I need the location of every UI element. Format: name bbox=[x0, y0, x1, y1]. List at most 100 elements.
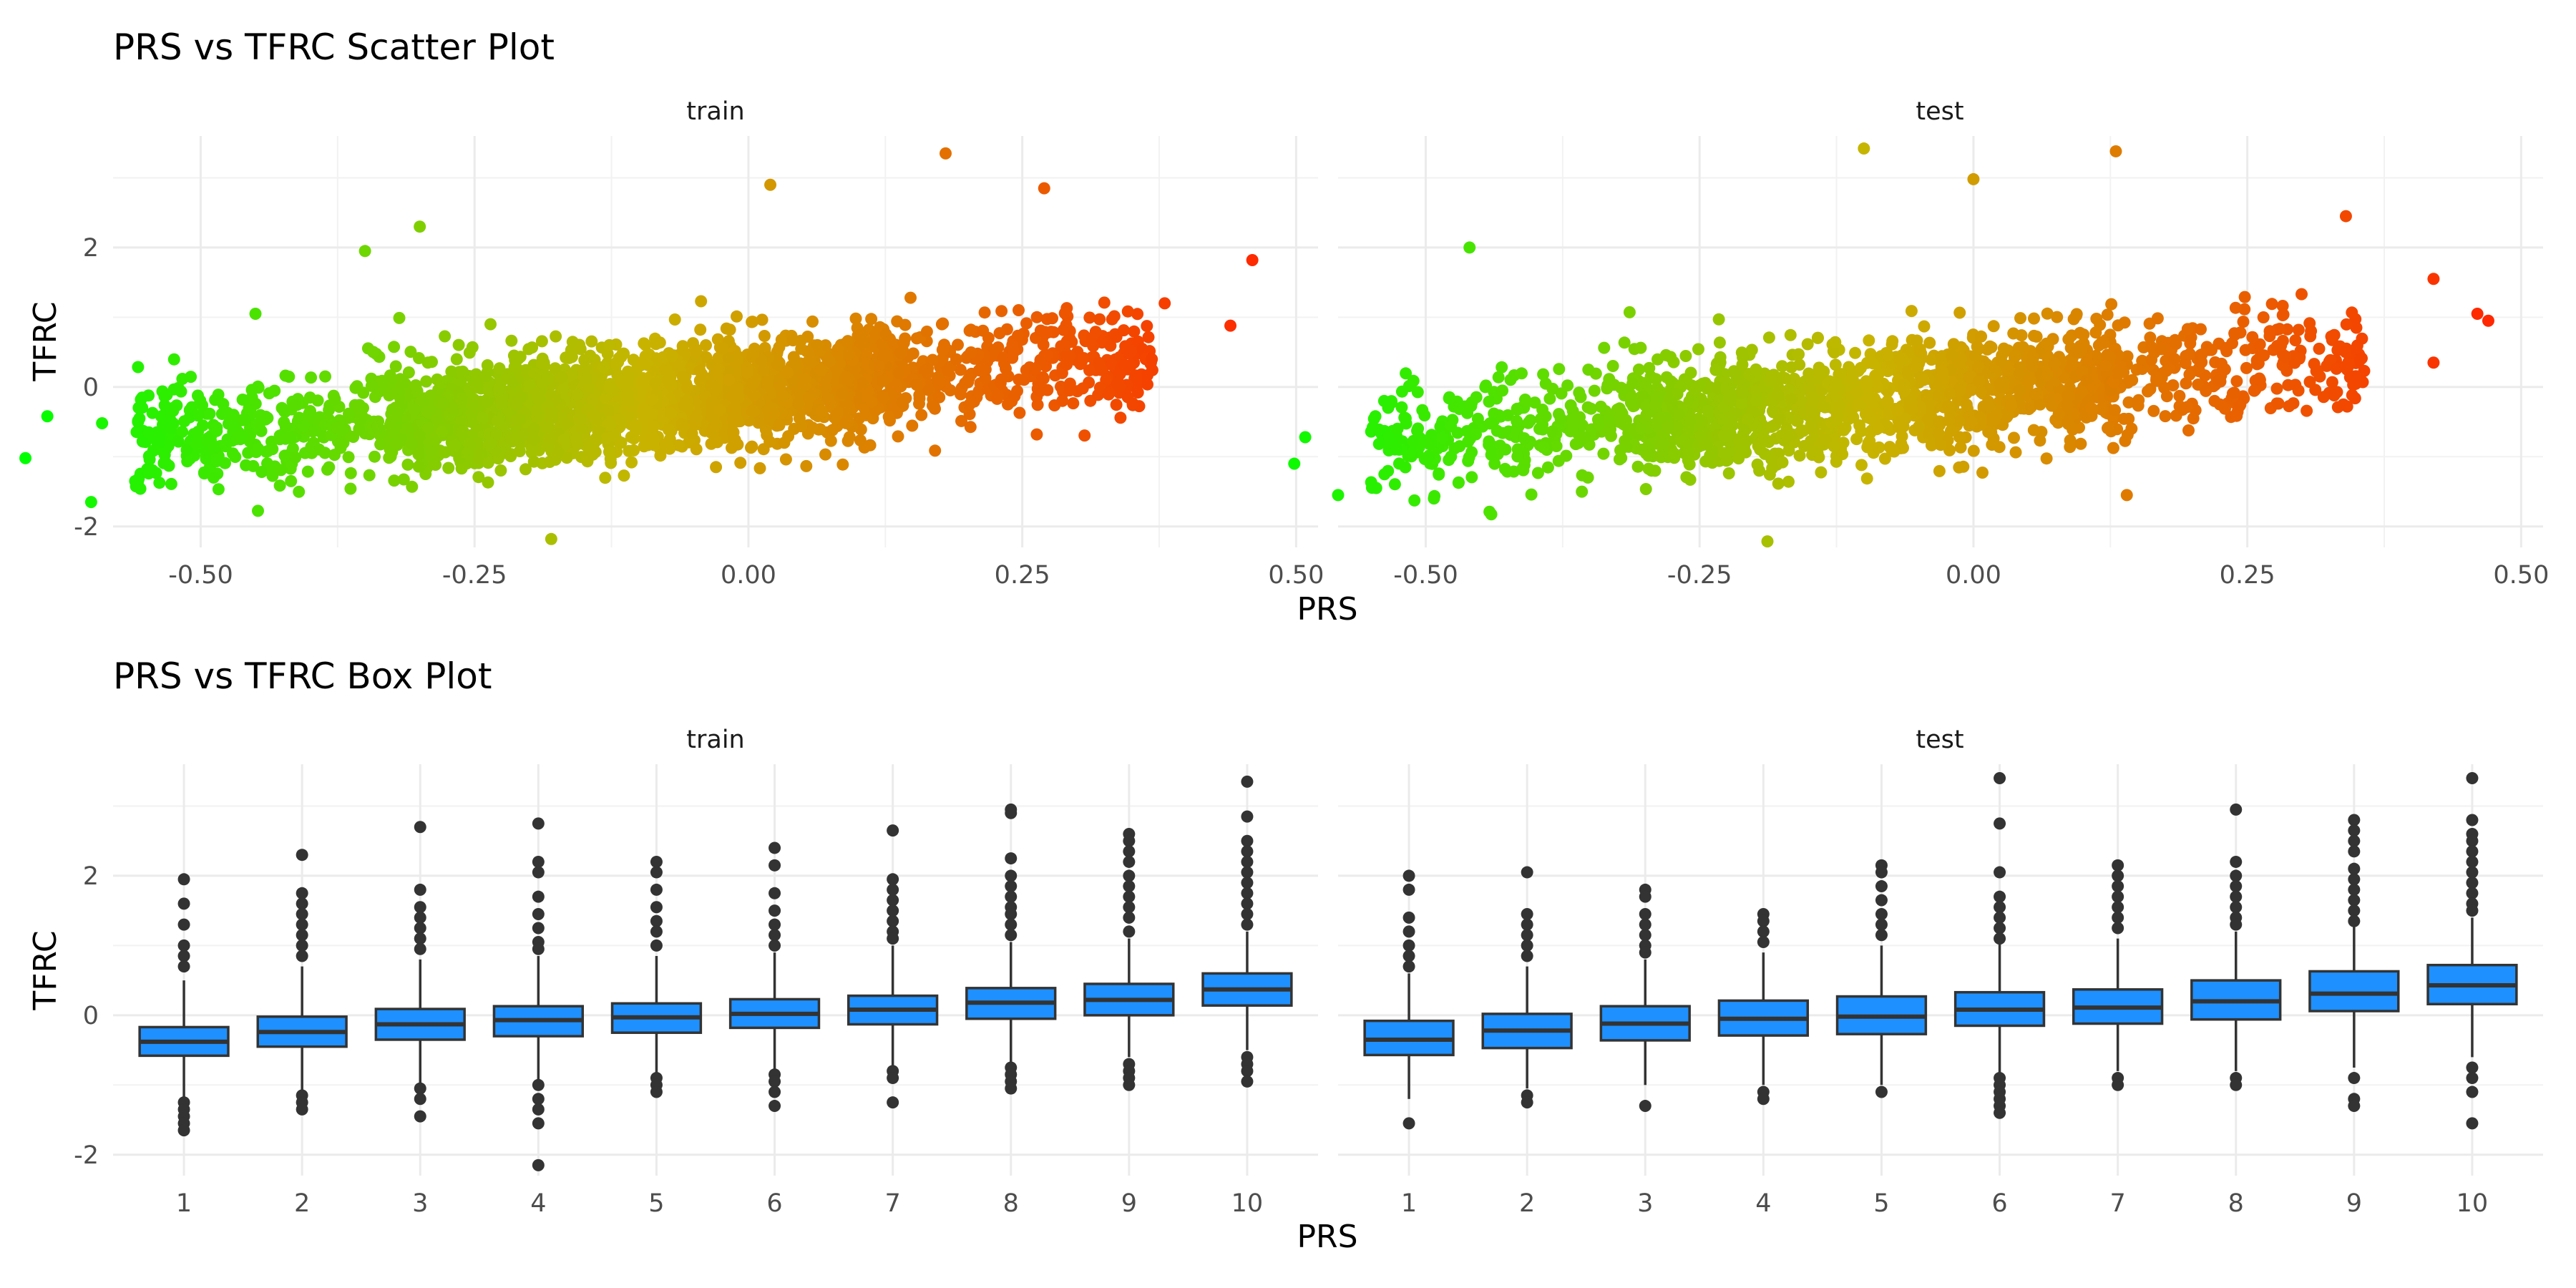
scatter-point bbox=[1141, 378, 1153, 391]
scatter-point bbox=[506, 376, 519, 389]
scatter-point bbox=[1649, 373, 1662, 386]
scatter-point bbox=[1224, 319, 1237, 332]
scatter-point bbox=[795, 420, 808, 433]
box-outlier bbox=[2466, 1061, 2479, 1074]
scatter-point bbox=[792, 397, 805, 410]
scatter-point bbox=[1819, 434, 1832, 447]
scatter-point bbox=[922, 362, 935, 375]
scatter-point bbox=[236, 394, 249, 406]
scatter-point bbox=[412, 448, 425, 461]
scatter-point bbox=[482, 457, 494, 469]
scatter-point bbox=[1083, 311, 1096, 324]
scatter-point bbox=[706, 395, 718, 408]
scatter-point bbox=[249, 308, 262, 321]
scatter-point bbox=[955, 414, 967, 427]
scatter-point bbox=[1011, 384, 1023, 397]
scatter-point bbox=[513, 445, 526, 457]
scatter-point bbox=[1782, 444, 1795, 457]
scatter-point bbox=[386, 376, 398, 389]
scatter-point bbox=[840, 398, 853, 411]
scatter-point bbox=[1933, 389, 1945, 402]
box-outlier bbox=[532, 908, 545, 921]
scatter-point bbox=[609, 429, 622, 441]
scatter-point bbox=[1828, 381, 1841, 394]
box-y-axis-title: TFRC bbox=[27, 930, 64, 1010]
scatter-point bbox=[2077, 328, 2090, 341]
box-outlier bbox=[887, 1072, 899, 1085]
scatter-point bbox=[2007, 327, 2020, 340]
scatter-point bbox=[249, 397, 262, 410]
scatter-point bbox=[625, 456, 638, 469]
scatter-point bbox=[1020, 317, 1033, 330]
scatter-point bbox=[1975, 386, 1988, 399]
scatter-point bbox=[252, 442, 265, 455]
box-outlier bbox=[2112, 869, 2124, 882]
scatter-point bbox=[542, 440, 555, 453]
scatter-point bbox=[157, 419, 169, 431]
scatter-point bbox=[1565, 414, 1577, 426]
box-outlier bbox=[2466, 771, 2479, 784]
scatter-point bbox=[1392, 457, 1405, 470]
scatter-point bbox=[964, 421, 977, 434]
box-outlier bbox=[532, 1117, 545, 1130]
scatter-point bbox=[1560, 449, 1573, 462]
scatter-point bbox=[549, 362, 562, 375]
scatter-point bbox=[1943, 387, 1956, 400]
scatter-point bbox=[1063, 377, 1076, 390]
scatter-point bbox=[2109, 145, 2122, 157]
box-outlier bbox=[2112, 911, 2124, 924]
box-outlier bbox=[414, 1110, 426, 1123]
scatter-point bbox=[766, 387, 779, 399]
box-outlier bbox=[1005, 880, 1018, 893]
scatter-point bbox=[811, 338, 824, 351]
box-outlier bbox=[769, 859, 781, 872]
scatter-point bbox=[545, 405, 558, 418]
scatter-point bbox=[412, 460, 425, 473]
scatter-point bbox=[1655, 439, 1668, 452]
scatter-point bbox=[1056, 394, 1069, 407]
scatter-point bbox=[1847, 411, 1860, 424]
scatter-point bbox=[1969, 349, 1982, 362]
scatter-point bbox=[1878, 452, 1891, 465]
scatter-point bbox=[1486, 416, 1499, 429]
scatter-point bbox=[618, 377, 631, 390]
scatter-point bbox=[727, 391, 740, 404]
scatter-point bbox=[2013, 367, 2026, 380]
scatter-point bbox=[2125, 422, 2138, 435]
scatter-point bbox=[602, 446, 615, 458]
scatter-point bbox=[1782, 475, 1795, 488]
scatter-point bbox=[203, 407, 216, 420]
box-outlier bbox=[1875, 894, 1888, 907]
scatter-point bbox=[723, 374, 736, 386]
scatter-point bbox=[376, 374, 389, 387]
scatter-point bbox=[2328, 389, 2341, 401]
scatter-point bbox=[872, 359, 885, 372]
scatter-point bbox=[1492, 371, 1505, 384]
scatter-point bbox=[217, 398, 230, 411]
scatter-point bbox=[469, 368, 482, 381]
scatter-point bbox=[1288, 457, 1301, 470]
box-outlier bbox=[1005, 806, 1018, 819]
scatter-point bbox=[1855, 459, 1868, 472]
scatter-point bbox=[684, 362, 697, 375]
scatter-point bbox=[939, 147, 952, 160]
scatter-point bbox=[318, 447, 331, 459]
scatter-point bbox=[892, 430, 904, 443]
scatter-point bbox=[716, 342, 729, 355]
scatter-point bbox=[2009, 446, 2022, 459]
box-outlier bbox=[296, 897, 308, 910]
scatter-point bbox=[2205, 343, 2218, 356]
scatter-point bbox=[2237, 316, 2250, 328]
scatter-point bbox=[2155, 343, 2167, 356]
scatter-point bbox=[1012, 329, 1024, 342]
scatter-point bbox=[1776, 456, 1789, 469]
scatter-point bbox=[1692, 343, 1704, 356]
scatter-point bbox=[572, 413, 585, 426]
scatter-point bbox=[878, 347, 891, 360]
box-outlier bbox=[1994, 817, 2006, 830]
scatter-point bbox=[263, 387, 275, 400]
scatter-point bbox=[1735, 346, 1748, 359]
box-outlier bbox=[1005, 908, 1018, 921]
box-y-tick-label: -2 bbox=[74, 1141, 99, 1170]
scatter-point bbox=[1898, 385, 1911, 398]
